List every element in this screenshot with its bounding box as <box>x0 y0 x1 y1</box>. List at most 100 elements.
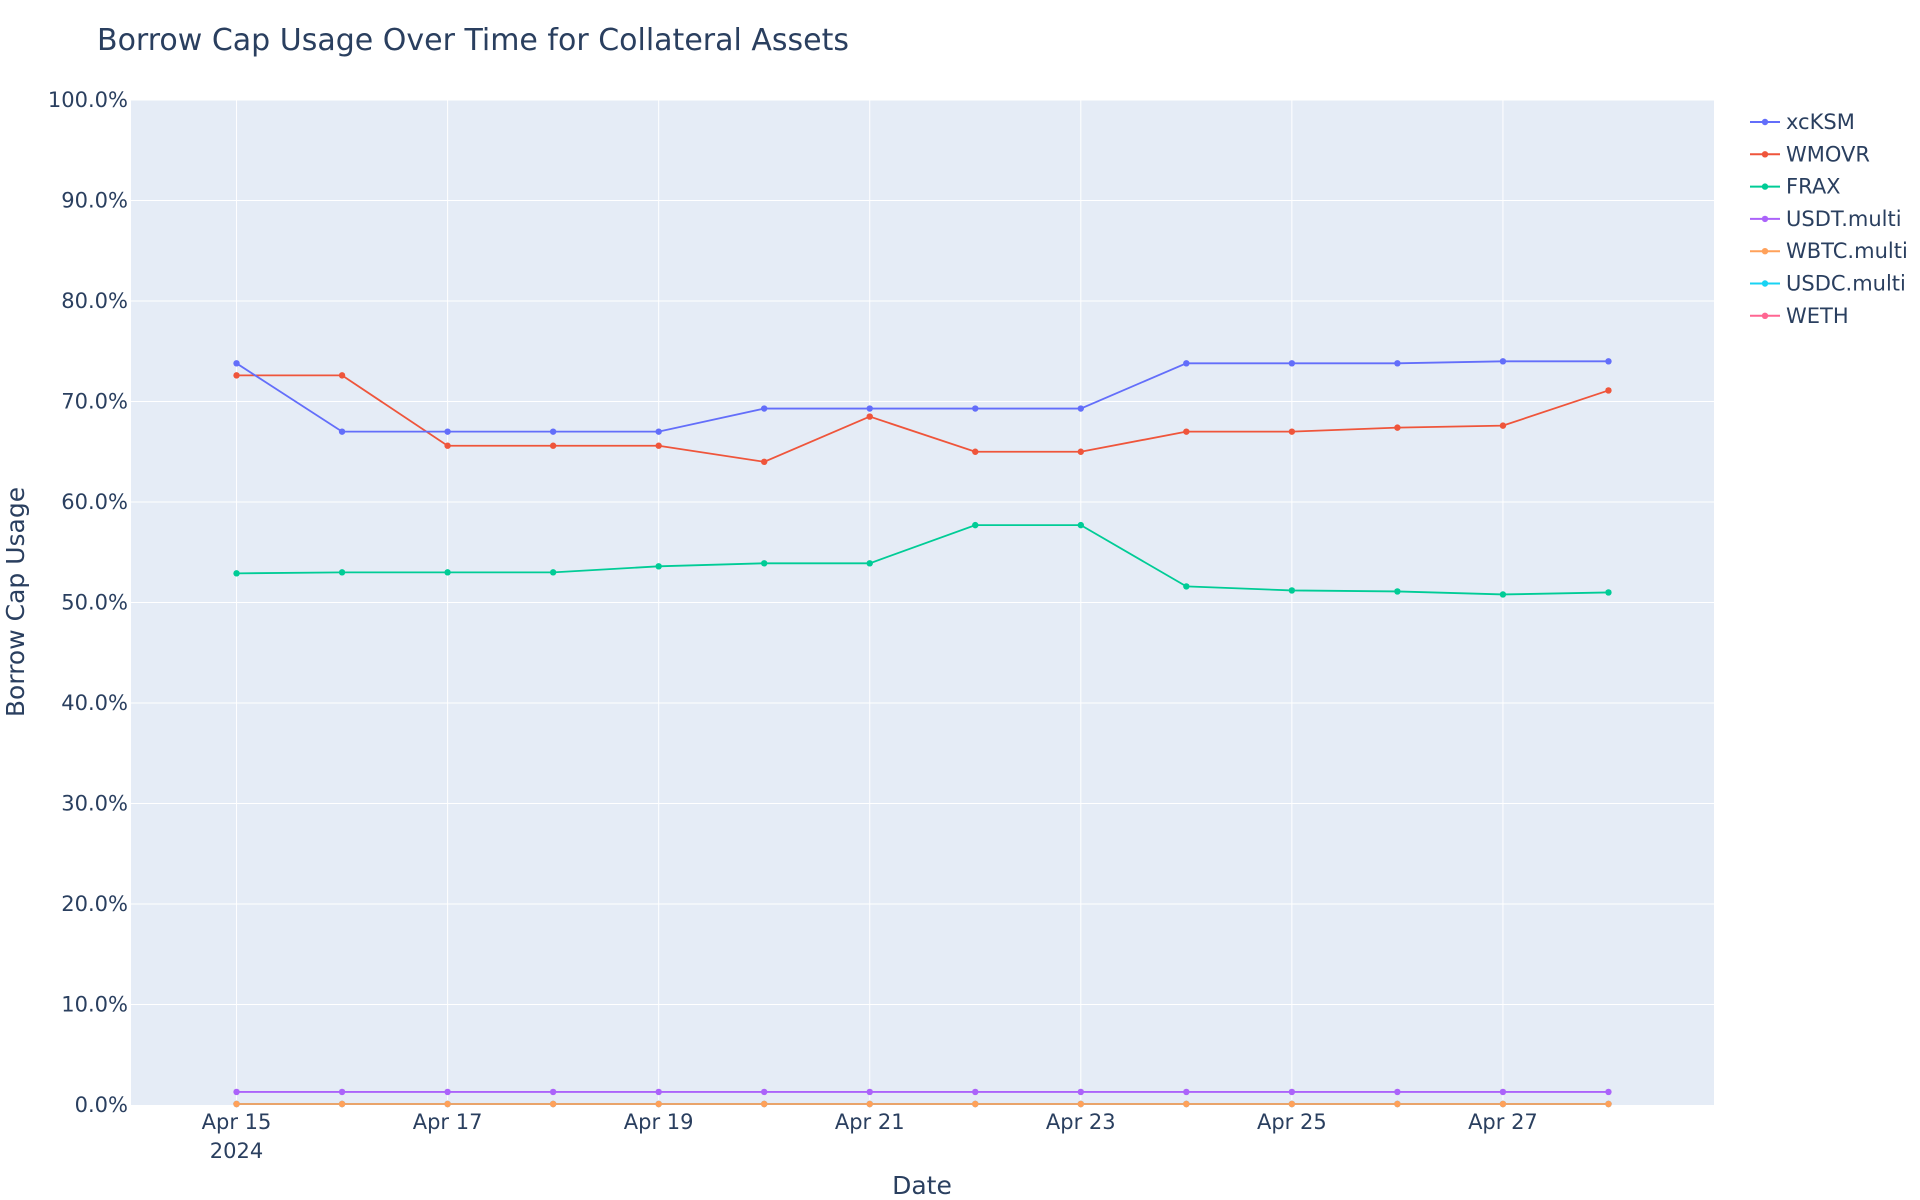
data-point <box>233 360 240 367</box>
legend-swatch-marker <box>1761 151 1769 158</box>
legend-item[interactable]: WMOVR <box>1750 142 1870 166</box>
legend-item[interactable]: xcKSM <box>1750 110 1855 134</box>
data-point <box>866 1088 873 1096</box>
legend-item[interactable]: USDC.multi <box>1750 272 1906 296</box>
data-point <box>972 448 979 455</box>
data-point <box>1394 1100 1401 1108</box>
data-point <box>233 570 240 577</box>
legend-swatch-marker <box>1761 312 1769 319</box>
data-point <box>1077 405 1085 412</box>
y-tick-label: 90.0% <box>61 189 128 213</box>
data-point <box>1499 591 1507 598</box>
data-point <box>655 442 662 449</box>
data-point <box>233 1088 240 1096</box>
data-point <box>655 563 662 570</box>
legend-label: xcKSM <box>1786 110 1855 134</box>
data-point <box>1499 422 1507 429</box>
series-line <box>236 524 1609 596</box>
series-xcksm <box>233 358 1612 435</box>
y-tick-label: 70.0% <box>61 390 128 414</box>
legend-item[interactable]: FRAX <box>1750 175 1841 199</box>
data-point <box>1183 360 1190 367</box>
data-point <box>1605 358 1612 365</box>
y-tick-label: 50.0% <box>61 591 128 615</box>
x-tick-label: Apr 21 <box>835 1110 905 1134</box>
data-point <box>1394 424 1401 431</box>
y-axis-title: Borrow Cap Usage <box>1 487 30 717</box>
series-wmovr <box>233 372 1612 465</box>
x-year-label: 2024 <box>210 1139 263 1163</box>
data-point <box>972 405 979 412</box>
data-point <box>761 458 768 465</box>
data-point <box>1077 521 1085 529</box>
data-point <box>233 1100 240 1108</box>
legend-label: WETH <box>1786 304 1849 328</box>
legend-item[interactable]: USDT.multi <box>1750 207 1902 231</box>
data-point <box>761 1088 768 1096</box>
data-point <box>1183 583 1190 590</box>
x-tick-label: Apr 15 <box>202 1110 272 1134</box>
series-lines <box>233 358 1612 1108</box>
legend-item[interactable]: WETH <box>1750 304 1849 328</box>
data-point <box>655 428 662 435</box>
legend-label: USDC.multi <box>1786 272 1906 296</box>
data-point <box>1183 428 1190 435</box>
y-tick-label: 0.0% <box>75 1093 128 1117</box>
legend-label: WMOVR <box>1786 142 1870 166</box>
data-point <box>338 569 346 576</box>
legend-swatch-marker <box>1761 215 1769 223</box>
legend: xcKSM WMOVR FRAX USDT.multi WBTC.multi USDC.m… <box>1750 110 1908 328</box>
x-axis-ticks: Apr 15 Apr 17 Apr 19 Apr 21 Apr 23 Apr 25 Apr … <box>202 1110 1538 1134</box>
data-point <box>1394 1088 1401 1096</box>
y-tick-label: 60.0% <box>61 490 128 514</box>
legend-label: WBTC.multi <box>1786 239 1908 263</box>
x-tick-label: Apr 17 <box>413 1110 483 1134</box>
y-tick-label: 40.0% <box>61 691 128 715</box>
data-point <box>1394 360 1401 367</box>
data-point <box>866 1100 873 1108</box>
data-point <box>444 1088 451 1096</box>
data-point <box>972 521 979 529</box>
data-point <box>338 1100 346 1108</box>
legend-swatch-marker <box>1761 248 1769 255</box>
series-frax <box>233 521 1612 598</box>
data-point <box>1288 587 1296 594</box>
data-point <box>549 569 557 576</box>
data-point <box>1077 448 1085 455</box>
data-point <box>1288 1100 1296 1108</box>
data-point <box>1605 1100 1612 1108</box>
x-axis-title: Date <box>892 1171 952 1200</box>
data-point <box>1183 1100 1190 1108</box>
grid-lines <box>131 99 1714 1105</box>
data-point <box>1077 1100 1085 1108</box>
series-line <box>236 360 1609 433</box>
data-point <box>338 1088 346 1096</box>
data-point <box>1605 387 1612 394</box>
data-point <box>655 1088 662 1096</box>
series-line <box>236 374 1609 463</box>
legend-label: USDT.multi <box>1786 207 1902 231</box>
y-tick-label: 100.0% <box>48 88 128 112</box>
y-axis-ticks: 0.0% 10.0% 20.0% 30.0% 40.0% 50.0% 60.0% 70.0% 8… <box>48 88 128 1117</box>
x-tick-label: Apr 25 <box>1257 1110 1327 1134</box>
data-point <box>1183 1088 1190 1096</box>
data-point <box>1499 1100 1507 1108</box>
data-point <box>1499 1088 1507 1096</box>
data-point <box>655 1100 662 1108</box>
data-point <box>549 442 557 449</box>
series-wbtc-multi <box>233 1100 1612 1108</box>
data-point <box>1605 1088 1612 1096</box>
legend-item[interactable]: WBTC.multi <box>1750 239 1908 263</box>
y-tick-label: 80.0% <box>61 289 128 313</box>
data-point <box>444 1100 451 1108</box>
data-point <box>1499 358 1507 365</box>
data-point <box>1605 589 1612 596</box>
data-point <box>761 1100 768 1108</box>
legend-swatch-marker <box>1761 118 1769 126</box>
data-point <box>866 413 873 420</box>
data-point <box>972 1100 979 1108</box>
y-tick-label: 20.0% <box>61 892 128 916</box>
data-point <box>338 372 346 379</box>
